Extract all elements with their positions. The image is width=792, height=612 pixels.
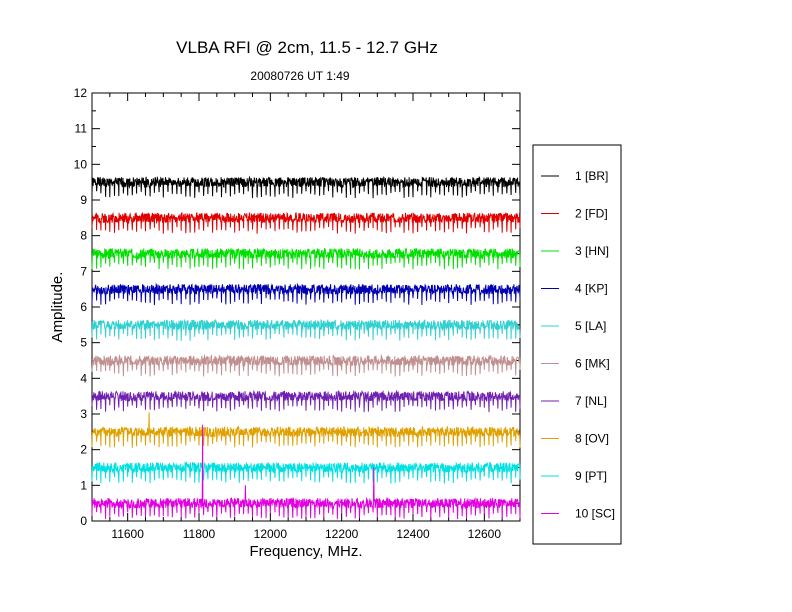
y-tick-label: 1 bbox=[80, 478, 87, 492]
y-tick-label: 12 bbox=[74, 86, 88, 100]
x-tick-label: 12200 bbox=[325, 527, 359, 541]
y-tick-label: 0 bbox=[80, 514, 87, 528]
series-line-6 bbox=[91, 353, 521, 377]
y-tick-label: 4 bbox=[80, 371, 87, 385]
y-tick-label: 9 bbox=[80, 193, 87, 207]
y-tick-label: 3 bbox=[80, 407, 87, 421]
y-tick-label: 10 bbox=[74, 157, 88, 171]
y-tick-label: 11 bbox=[75, 122, 88, 136]
series-line-8 bbox=[91, 412, 521, 448]
legend-label: 4 [KP] bbox=[575, 282, 608, 296]
legend-label: 5 [LA] bbox=[575, 319, 606, 333]
y-tick-label: 5 bbox=[80, 336, 87, 350]
y-tick-label: 8 bbox=[80, 229, 87, 243]
series-line-5 bbox=[91, 318, 521, 341]
y-axis-label: Amplitude. bbox=[49, 272, 66, 343]
x-tick-label: 12000 bbox=[254, 527, 288, 541]
chart-title: VLBA RFI @ 2cm, 11.5 - 12.7 GHz bbox=[176, 38, 438, 57]
x-tick-label: 12400 bbox=[396, 527, 430, 541]
chart-subtitle: 20080726 UT 1:49 bbox=[250, 69, 350, 83]
x-axis: 11600 11800 12000 12200 12400 12600 bbox=[109, 93, 503, 541]
legend bbox=[532, 144, 622, 545]
y-tick-label: 6 bbox=[80, 300, 87, 314]
legend-label: 6 [MK] bbox=[575, 357, 610, 371]
legend-label: 7 [NL] bbox=[575, 394, 607, 408]
y-tick-label: 2 bbox=[80, 443, 87, 457]
legend-label: 3 [HN] bbox=[575, 244, 609, 258]
legend-label: 8 [OV] bbox=[575, 432, 609, 446]
legend-label: 1 [BR] bbox=[575, 169, 608, 183]
y-tick-label: 7 bbox=[80, 264, 87, 278]
series-line-4 bbox=[91, 282, 521, 306]
x-tick-label: 11800 bbox=[183, 527, 216, 541]
legend-label: 2 [FD] bbox=[575, 207, 608, 221]
series-line-2 bbox=[91, 211, 521, 234]
plot-frame bbox=[91, 92, 521, 522]
x-axis-label: Frequency, MHz. bbox=[249, 543, 362, 560]
x-tick-label: 11600 bbox=[111, 527, 144, 541]
series-group bbox=[91, 175, 521, 520]
series-line-9 bbox=[91, 461, 521, 484]
series-line-10 bbox=[91, 424, 521, 520]
legend-items: 1 [BR] 2 [FD] 3 [HN] 4 [KP] 5 [LA] 6 [MK] 7 [N… bbox=[541, 169, 615, 521]
series-line-1 bbox=[91, 175, 521, 199]
legend-label: 10 [SC] bbox=[575, 507, 615, 521]
legend-label: 9 [PT] bbox=[575, 469, 607, 483]
series-line-7 bbox=[91, 389, 521, 413]
series-line-3 bbox=[91, 247, 521, 270]
x-tick-label: 12600 bbox=[468, 527, 502, 541]
